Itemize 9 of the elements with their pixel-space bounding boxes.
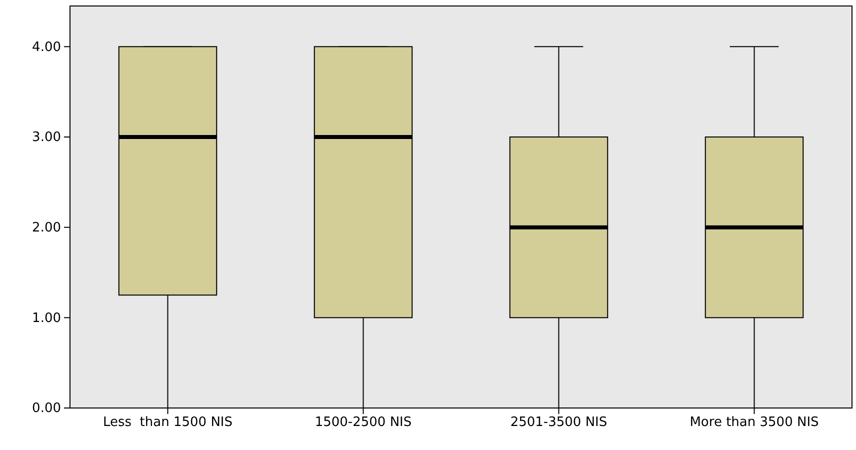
x-tick-label: Less than 1500 NIS — [102, 415, 233, 430]
y-tick-label: 0.00 — [32, 401, 61, 416]
x-tick-label: More than 3500 NIS — [690, 415, 819, 430]
y-tick-label: 3.00 — [32, 130, 61, 146]
y-tick-label: 1.00 — [32, 310, 61, 326]
x-tick-label: 1500-2500 NIS — [314, 415, 412, 430]
x-tick-label: 2501-3500 NIS — [510, 415, 608, 430]
y-tick-label: 4.00 — [32, 40, 61, 55]
y-tick-label: 2.00 — [32, 220, 61, 236]
